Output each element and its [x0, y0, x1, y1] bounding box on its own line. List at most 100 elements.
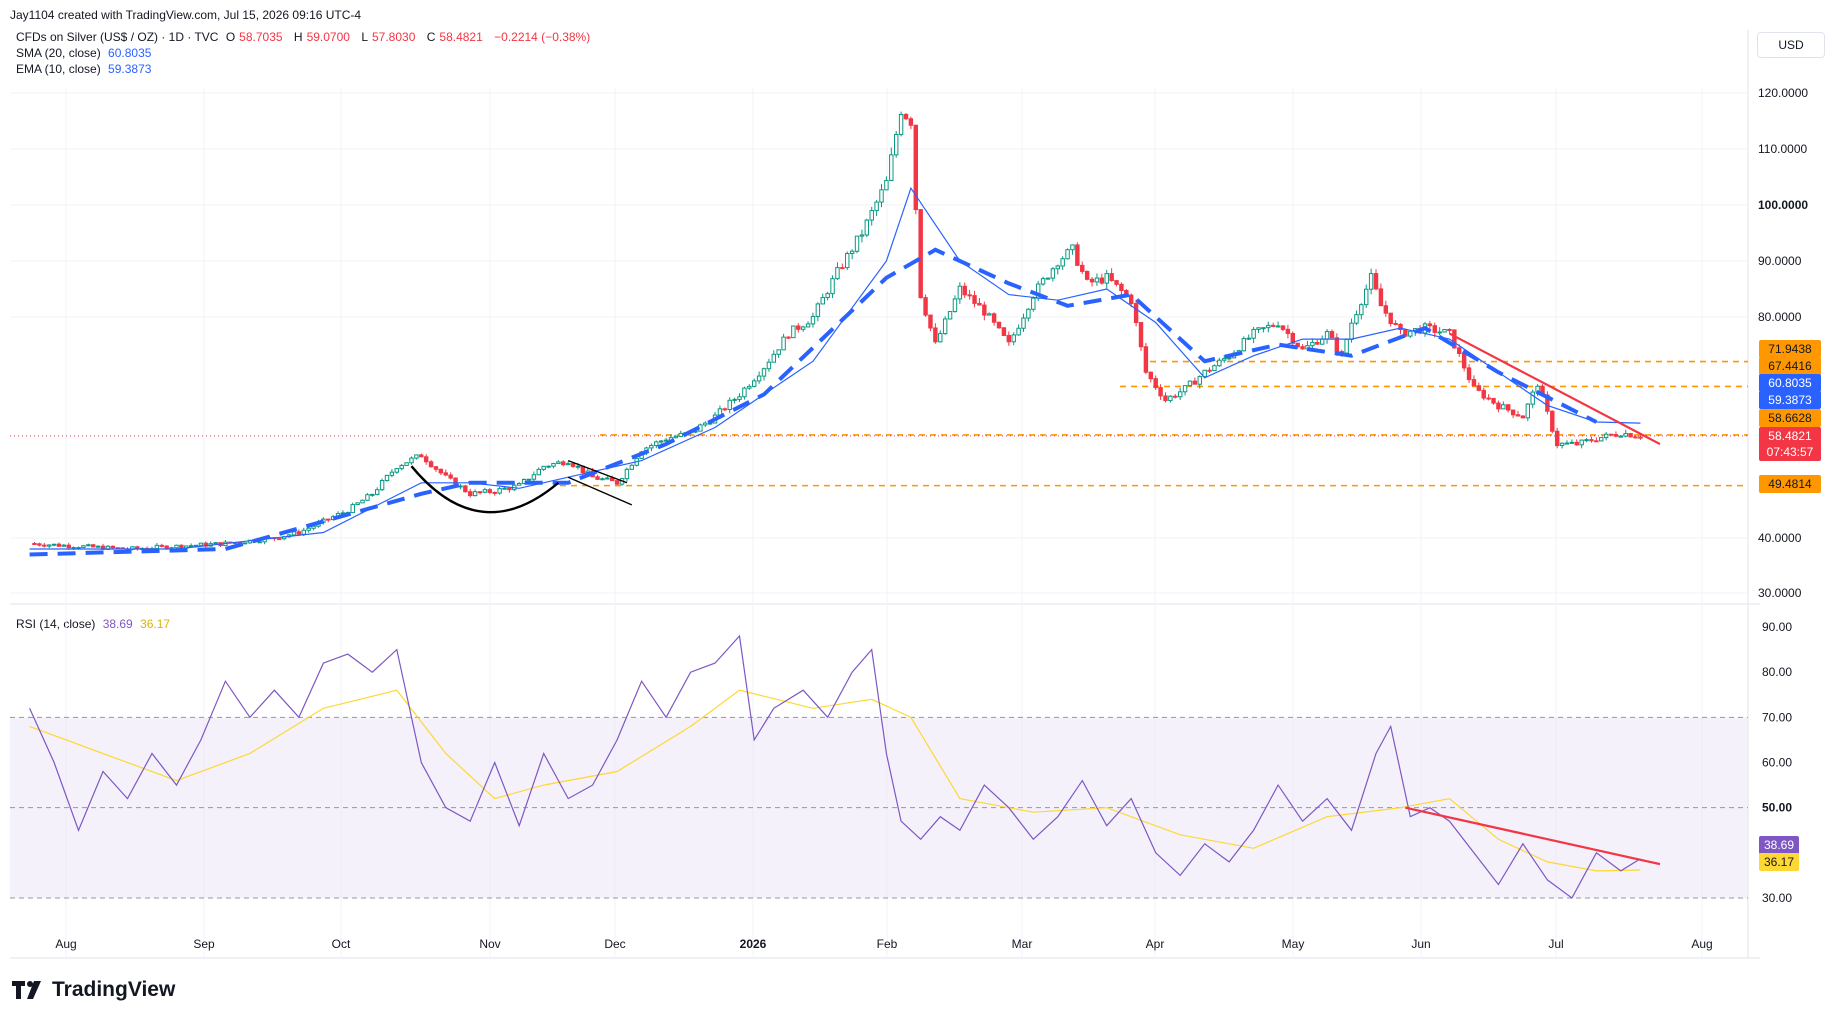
- candle-body: [1530, 391, 1535, 405]
- candle-body: [610, 477, 615, 482]
- high-group: H 59.0700: [294, 30, 354, 44]
- candle-body: [1222, 358, 1227, 361]
- candle-body: [546, 465, 551, 468]
- candle-body: [1559, 442, 1565, 447]
- candle-body: [1564, 442, 1570, 445]
- candle-body: [942, 318, 948, 335]
- candle-body: [360, 499, 365, 504]
- candle-body: [570, 463, 576, 467]
- candle-body: [355, 502, 360, 506]
- candle-body: [1447, 328, 1452, 331]
- candle-body: [869, 210, 874, 221]
- candle-body: [1638, 436, 1643, 439]
- candle-body: [1065, 249, 1070, 260]
- candle-body: [409, 457, 414, 464]
- candle-body: [1246, 337, 1251, 340]
- candle-body: [1515, 414, 1521, 417]
- candle-body: [1006, 334, 1012, 343]
- candle-body: [629, 464, 635, 470]
- candle-body: [1520, 415, 1526, 419]
- candle-body: [1168, 395, 1173, 402]
- candle-body: [1251, 328, 1256, 339]
- open-value: 58.7035: [239, 30, 283, 44]
- rsi-band: [10, 716, 1748, 899]
- candle-body: [135, 546, 140, 549]
- candle-body: [394, 468, 400, 473]
- ema-value: 59.3873: [108, 62, 152, 76]
- candle-body: [663, 439, 669, 442]
- candle-body: [1089, 278, 1095, 283]
- candle-body: [1207, 369, 1212, 372]
- candle-body: [766, 361, 772, 370]
- tradingview-logo[interactable]: TradingView: [12, 978, 175, 1002]
- candle-body: [419, 454, 424, 458]
- candle-body: [747, 385, 752, 389]
- price-resistance-trendline: [1448, 332, 1661, 446]
- currency-button[interactable]: USD: [1757, 32, 1825, 58]
- candle-body: [1045, 277, 1051, 280]
- time-tick-label: Jun: [1411, 937, 1430, 951]
- candle-body: [468, 491, 473, 497]
- rsi-ma-axis-label: 36.17: [1759, 853, 1799, 871]
- candle-body: [1138, 322, 1144, 348]
- candle-body: [1055, 265, 1060, 270]
- ema-legend: EMA (10, close) 59.3873: [16, 62, 155, 76]
- candle-body: [595, 476, 600, 480]
- candle-body: [967, 294, 972, 297]
- candle-body: [164, 545, 169, 550]
- candle-body: [477, 491, 483, 494]
- candle-body: [1040, 278, 1046, 285]
- time-tick-label: Dec: [604, 937, 625, 951]
- candle-body: [1378, 288, 1384, 307]
- candle-body: [326, 518, 331, 521]
- candle-body: [379, 479, 385, 491]
- candle-body: [1442, 328, 1447, 333]
- time-tick-label: Aug: [1691, 937, 1712, 951]
- candle-body: [365, 494, 370, 501]
- candle-body: [81, 545, 86, 549]
- candle-body: [742, 387, 747, 398]
- candle-body: [174, 544, 179, 549]
- candle-body: [1476, 385, 1482, 391]
- candle-body: [1457, 347, 1462, 354]
- candle-body: [1275, 325, 1281, 328]
- candle-body: [756, 375, 762, 382]
- candle-body: [1021, 317, 1026, 329]
- candle-body: [1075, 244, 1080, 266]
- price-chart[interactable]: 120.0000 110.0000 100.0000 90.0000 80.0000 40…: [0, 0, 1835, 970]
- price-tick-label: 90.0000: [1758, 254, 1802, 268]
- price-label-support: 67.4416: [1759, 357, 1821, 375]
- candle-body: [1359, 304, 1364, 316]
- candle-body: [1153, 378, 1158, 389]
- candle-body: [952, 298, 958, 313]
- candle-body: [815, 303, 821, 317]
- high-label: H: [293, 30, 303, 44]
- price-tick-label: 120.0000: [1758, 86, 1808, 100]
- candle-body: [805, 323, 811, 328]
- time-tick-label: Oct: [332, 937, 351, 951]
- candle-body: [722, 408, 728, 411]
- price-tick-label: 110.0000: [1758, 142, 1807, 156]
- candle-body: [1383, 305, 1389, 314]
- candle-body: [1177, 391, 1183, 398]
- candle-body: [1261, 327, 1266, 330]
- candle-body: [1256, 327, 1261, 330]
- candle-body: [913, 124, 918, 211]
- candle-body: [350, 504, 355, 514]
- price-label-support: 49.4814: [1759, 475, 1821, 493]
- candle-body: [423, 456, 429, 463]
- candle-body: [703, 422, 708, 426]
- candle-body: [1368, 273, 1374, 290]
- candle-body: [898, 113, 904, 135]
- candle-body: [1584, 439, 1589, 442]
- candle-body: [654, 441, 659, 446]
- candle-body: [61, 544, 67, 547]
- candle-body: [1143, 346, 1149, 373]
- candle-body: [732, 398, 737, 401]
- candle-body: [1398, 323, 1403, 331]
- candle-body: [1084, 270, 1090, 280]
- candle-body: [1324, 331, 1330, 340]
- candle-body: [1001, 327, 1007, 336]
- candle-body: [1300, 346, 1305, 350]
- candle-body: [903, 113, 909, 120]
